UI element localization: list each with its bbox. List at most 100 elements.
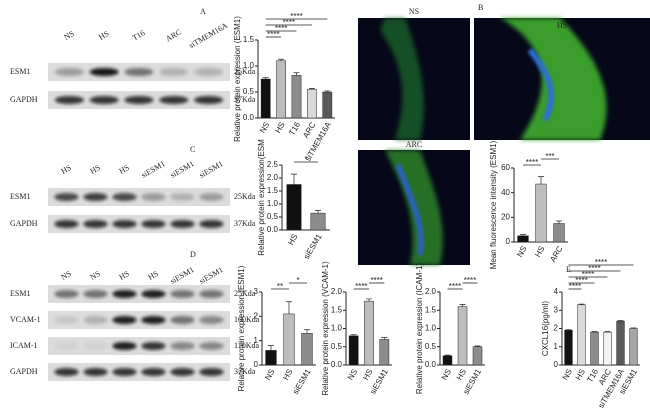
blot-band [83, 220, 108, 228]
bar [286, 184, 302, 231]
significance-label: * [296, 276, 299, 285]
y-axis-label: Mean fluorescence intensity (ESM1) [489, 140, 498, 269]
x-tick-label: ARC [548, 244, 564, 263]
significance-label: **** [370, 276, 382, 285]
size-label: 37Kda [234, 95, 256, 104]
significance-label: **** [267, 30, 279, 39]
size-label: 100Kda [234, 315, 260, 324]
blot-band [141, 193, 166, 201]
y-tick-label: 1.0 [243, 61, 255, 70]
blot-band [54, 290, 79, 298]
bar [590, 331, 599, 366]
error-bar [565, 329, 572, 331]
blot-band [112, 290, 137, 298]
blot-band [89, 96, 119, 104]
blot-band [124, 96, 154, 104]
lane-label: NS [59, 269, 72, 282]
significance-label: **** [275, 24, 287, 33]
y-tick-label: 2 [554, 324, 559, 333]
lane-label: HS [117, 269, 130, 282]
blot-band [83, 193, 108, 201]
tissue [500, 18, 607, 140]
significance-label: **** [283, 18, 295, 27]
error-bar [291, 173, 297, 185]
bar [348, 335, 359, 366]
lane-label: HS [97, 29, 110, 42]
y-tick-label: 1.5 [331, 305, 343, 314]
micrograph-label: ARC [406, 140, 422, 149]
y-tick-label: 1 [254, 336, 259, 345]
error-bar [578, 303, 585, 305]
bar [457, 306, 468, 366]
blot-band [83, 342, 108, 350]
significance-label: **** [595, 258, 607, 267]
blot-band [170, 220, 195, 228]
tissue [380, 18, 425, 140]
bar [603, 331, 612, 366]
y-tick-label: 20 [501, 212, 510, 221]
y-axis-label: Relative protein expression (ESM1) [237, 265, 246, 391]
blot-band [159, 68, 189, 76]
x-tick-label: HS [286, 233, 299, 247]
significance-label: **** [569, 282, 581, 291]
blot-band [199, 316, 224, 324]
panel-label: E [566, 265, 571, 274]
panel-label: B [478, 3, 483, 12]
significance-label: * [304, 155, 307, 164]
lane-label: HS [146, 269, 159, 282]
blot-band [112, 193, 137, 201]
blot-band [83, 368, 108, 376]
blot-band [170, 316, 195, 324]
error-bar [474, 345, 481, 347]
size-label: 25Kda [234, 192, 256, 201]
blot-band [112, 342, 137, 350]
bar [301, 333, 313, 366]
error-bar [556, 220, 562, 224]
bar [364, 300, 374, 366]
blot-band [193, 96, 224, 104]
blot-band [54, 96, 85, 104]
blot-band [170, 342, 195, 350]
bar [322, 91, 333, 119]
error-bar [262, 77, 269, 79]
blot-band [170, 290, 195, 298]
x-tick-label: T16 [287, 120, 302, 137]
lane-label: HS [117, 163, 130, 176]
error-bar [604, 331, 611, 333]
y-tick-label: 1.0 [425, 324, 437, 333]
x-tick-label: HS [281, 368, 294, 382]
y-tick-label: 2.5 [267, 160, 279, 169]
lane-label: siESM1 [198, 159, 225, 180]
error-bar [630, 327, 637, 329]
bar [265, 350, 277, 366]
row-label: ESM1 [10, 192, 30, 201]
blot-band [141, 290, 166, 298]
y-tick-label: 0 [254, 360, 259, 369]
y-tick-label: 1.5 [243, 35, 255, 44]
x-tick-label: HS [361, 368, 374, 382]
bar [276, 60, 286, 119]
error-bar [366, 298, 372, 302]
blot-band [54, 68, 85, 76]
significance-label: **** [575, 276, 587, 285]
y-tick-label: 0 [554, 360, 559, 369]
error-bar [617, 320, 624, 322]
blot-band [193, 68, 224, 76]
bar [379, 339, 390, 366]
y-tick-label: 0 [506, 237, 511, 246]
blot-band [170, 193, 195, 201]
blot-band [54, 316, 79, 324]
panel-label: C [190, 145, 195, 154]
panel-label: D [190, 250, 196, 259]
bar [629, 328, 638, 366]
micrograph-label: NS [409, 7, 419, 16]
blot-strip [48, 311, 230, 329]
y-tick-label: 0.5 [243, 87, 255, 96]
bar [553, 223, 565, 243]
error-bar [268, 345, 274, 351]
x-tick-label: siESM1 [302, 232, 324, 261]
significance-label: **** [582, 270, 594, 279]
row-label: VCAM-1 [10, 315, 41, 324]
bar [517, 235, 529, 243]
